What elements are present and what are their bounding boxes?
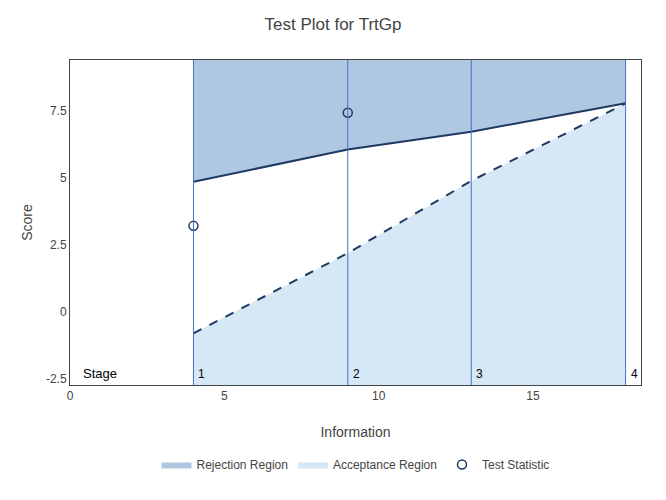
- svg-text:Information: Information: [320, 424, 390, 440]
- svg-text:7.5: 7.5: [50, 104, 67, 118]
- svg-text:Acceptance Region: Acceptance Region: [333, 458, 437, 472]
- svg-text:0: 0: [60, 305, 67, 319]
- svg-text:Score: Score: [19, 204, 35, 241]
- svg-text:-2.5: -2.5: [46, 372, 67, 386]
- svg-text:15: 15: [526, 389, 540, 403]
- svg-text:0: 0: [67, 389, 74, 403]
- svg-text:2.5: 2.5: [50, 238, 67, 252]
- svg-text:3: 3: [476, 367, 483, 381]
- svg-text:Rejection Region: Rejection Region: [197, 458, 288, 472]
- svg-text:2: 2: [353, 367, 360, 381]
- svg-text:Test Statistic: Test Statistic: [482, 458, 549, 472]
- svg-text:1: 1: [198, 367, 205, 381]
- svg-text:Stage: Stage: [83, 366, 117, 381]
- svg-text:Test Plot for TrtGp: Test Plot for TrtGp: [265, 15, 402, 34]
- svg-text:5: 5: [221, 389, 228, 403]
- svg-text:10: 10: [372, 389, 386, 403]
- svg-text:5: 5: [60, 171, 67, 185]
- svg-text:4: 4: [631, 367, 638, 381]
